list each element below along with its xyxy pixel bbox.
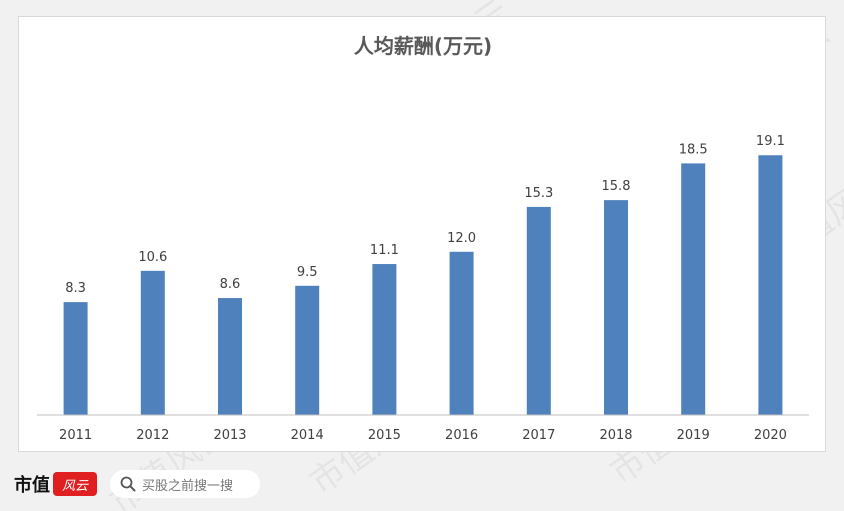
footer: 市值 风云 买股之前搜一搜 — [0, 462, 844, 511]
data-label-2020: 19.1 — [756, 134, 785, 149]
x-tick-label-2014: 2014 — [291, 428, 324, 443]
bar-2013 — [218, 298, 242, 415]
brand-text: 市值 — [14, 475, 50, 496]
data-label-2016: 12.0 — [447, 231, 476, 246]
x-tick-label-2019: 2019 — [677, 428, 710, 443]
bar-2018 — [604, 200, 628, 415]
data-label-2011: 8.3 — [65, 281, 86, 296]
bar-2012 — [140, 270, 165, 415]
data-label-2017: 15.3 — [524, 186, 553, 201]
search-icon — [120, 476, 136, 492]
search-placeholder: 买股之前搜一搜 — [142, 478, 234, 494]
x-tick-label-2015: 2015 — [368, 428, 401, 443]
x-tick-label-2011: 2011 — [59, 428, 92, 443]
bar-2014 — [295, 285, 320, 415]
data-label-2012: 10.6 — [138, 250, 167, 265]
x-tick-label-2016: 2016 — [445, 428, 478, 443]
x-tick-label-2017: 2017 — [522, 428, 555, 443]
data-label-2013: 8.6 — [220, 277, 241, 292]
data-label-2014: 9.5 — [297, 265, 318, 280]
data-label-2018: 15.8 — [602, 179, 631, 194]
chart-panel: 人均薪酬(万元) 8.3 2011 10.6 2012 8.6 2013 9.5 2014 11… — [18, 16, 826, 452]
x-tick-label-2012: 2012 — [136, 428, 169, 443]
bar-2019 — [681, 163, 706, 415]
bar-2011 — [63, 302, 88, 415]
brand-logo[interactable]: 市值 风云 — [14, 470, 97, 498]
bar-2020 — [758, 155, 783, 416]
bar-2017 — [526, 206, 551, 415]
x-tick-label-2013: 2013 — [213, 428, 246, 443]
bars-group: 8.3 2011 10.6 2012 8.6 2013 9.5 2014 11.1 2015 12.… — [59, 134, 787, 443]
brand-logo-badge: 风云 — [53, 472, 97, 496]
bar-2015 — [372, 264, 397, 415]
search-box[interactable]: 买股之前搜一搜 — [110, 470, 260, 498]
x-tick-label-2020: 2020 — [754, 428, 787, 443]
chart-title: 人均薪酬(万元) — [354, 34, 492, 58]
bar-2016 — [449, 251, 474, 415]
bar-chart: 人均薪酬(万元) 8.3 2011 10.6 2012 8.6 2013 9.5 2014 11… — [37, 34, 809, 443]
data-label-2019: 18.5 — [679, 142, 708, 157]
x-tick-label-2018: 2018 — [599, 428, 632, 443]
data-label-2015: 11.1 — [370, 243, 399, 258]
